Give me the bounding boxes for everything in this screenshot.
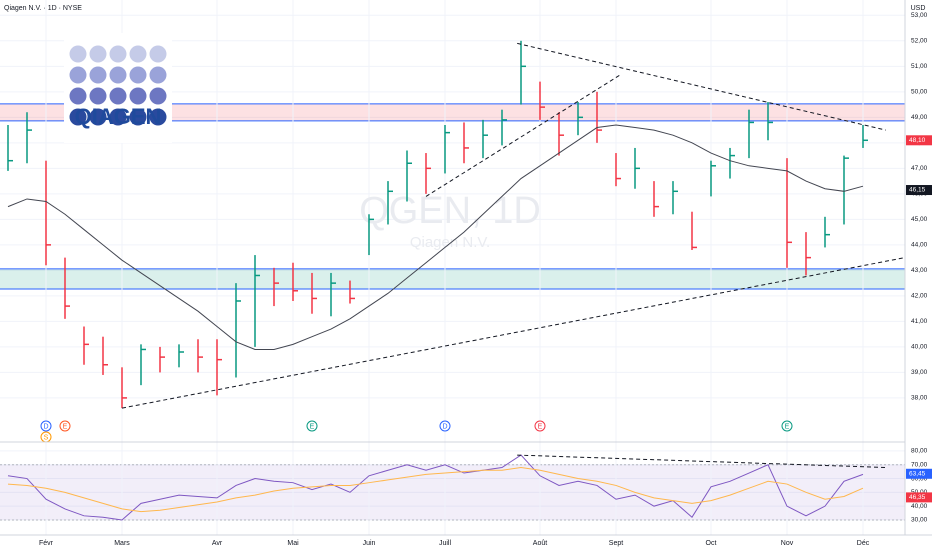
grid xyxy=(0,0,905,535)
y-tick-label: 30,00 xyxy=(911,517,928,524)
y-tick-label: 39,00 xyxy=(911,369,928,376)
logo-text: QIAGEN xyxy=(75,104,162,129)
y-tick-label: 45,00 xyxy=(911,216,928,223)
logo-dot xyxy=(149,108,167,126)
logo-dot xyxy=(69,87,87,105)
y-tick-label: 43,00 xyxy=(911,267,928,274)
event-label: E xyxy=(538,423,543,430)
y-tick-label: 52,00 xyxy=(911,38,928,45)
y-tick-label: 70,00 xyxy=(911,461,928,468)
moving-average xyxy=(7,124,864,350)
zone xyxy=(0,268,905,289)
y-tick-label: 47,00 xyxy=(911,165,928,172)
x-tick-label: Mars xyxy=(114,540,130,547)
logo-dot xyxy=(89,45,107,63)
event-marker xyxy=(439,420,451,432)
logo-dot xyxy=(149,66,167,84)
zone xyxy=(0,103,905,121)
y-tick-label: 44,00 xyxy=(911,242,928,249)
logo-dot xyxy=(69,66,87,84)
event-label: E xyxy=(785,423,790,430)
last-value-box xyxy=(906,468,932,479)
event-label: D xyxy=(43,423,48,430)
event-label: E xyxy=(63,423,68,430)
rsi-line xyxy=(7,466,864,513)
x-tick-label: Nov xyxy=(781,540,794,547)
rsi-band xyxy=(0,464,905,520)
event-label: D xyxy=(442,423,447,430)
event-label: E xyxy=(310,423,315,430)
rsi-line xyxy=(7,454,864,521)
y-tick-label: 49,00 xyxy=(911,114,928,121)
last-value-box xyxy=(906,492,932,503)
logo-dot xyxy=(69,45,87,63)
logo-dot xyxy=(89,66,107,84)
logo: QIAGEN xyxy=(64,33,172,143)
logo-dot xyxy=(109,45,127,63)
last-value-label: 46,15 xyxy=(909,187,926,194)
x-tick-label: Févr xyxy=(39,540,54,547)
event-marker xyxy=(59,420,71,432)
y-tick-label: 40,00 xyxy=(911,503,928,510)
logo-dot xyxy=(129,108,147,126)
currency: USD xyxy=(911,5,926,12)
watermark-subtitle: Qiagen N.V. xyxy=(410,234,490,251)
trendline xyxy=(517,454,886,468)
y-tick-label: 40,00 xyxy=(911,344,928,351)
x-tick-label: Avr xyxy=(212,540,223,547)
event-marker xyxy=(40,420,52,432)
event-marker xyxy=(534,420,546,432)
event-marker xyxy=(781,420,793,432)
x-tick-label: Oct xyxy=(706,540,717,547)
logo-dot xyxy=(149,45,167,63)
logo-dot xyxy=(109,66,127,84)
logo-dot xyxy=(129,87,147,105)
y-tick-label: 38,00 xyxy=(911,395,928,402)
y-tick-label: 50,00 xyxy=(911,89,928,96)
logo-dot xyxy=(69,108,87,126)
logo-dot xyxy=(129,45,147,63)
watermark: QGEN, 1D xyxy=(359,190,541,232)
last-value-label: 48,10 xyxy=(909,137,926,144)
x-tick-label: Sept xyxy=(609,540,623,547)
logo-dot xyxy=(109,108,127,126)
y-tick-label: 42,00 xyxy=(911,293,928,300)
event-marker xyxy=(306,420,318,432)
y-tick-label: 53,00 xyxy=(911,12,928,19)
logo-dots xyxy=(69,45,167,126)
y-tick-label: 41,00 xyxy=(911,318,928,325)
plot: DSE E D E E xyxy=(7,40,905,521)
header-title: Qiagen N.V. · 1D · NYSE xyxy=(4,5,82,12)
logo-dot xyxy=(89,108,107,126)
logo-dot xyxy=(109,87,127,105)
logo-dot xyxy=(129,66,147,84)
y-tick-label: 51,00 xyxy=(911,63,928,70)
x-tick-label: Juill xyxy=(439,540,452,547)
last-value-label: 63,45 xyxy=(909,470,926,477)
trendline xyxy=(517,42,886,131)
x-tick-label: Août xyxy=(533,540,547,547)
x-tick-label: Déc xyxy=(857,540,870,547)
x-tick-label: Juin xyxy=(363,540,376,547)
last-value-box xyxy=(906,135,932,146)
last-value-box xyxy=(906,185,932,196)
logo-dot xyxy=(149,87,167,105)
logo-dot xyxy=(89,87,107,105)
y-tick-label: 80,00 xyxy=(911,448,928,455)
x-tick-label: Mai xyxy=(287,540,299,547)
trendline xyxy=(425,73,622,197)
event-label: S xyxy=(44,434,49,441)
last-value-label: 46,35 xyxy=(909,494,926,501)
